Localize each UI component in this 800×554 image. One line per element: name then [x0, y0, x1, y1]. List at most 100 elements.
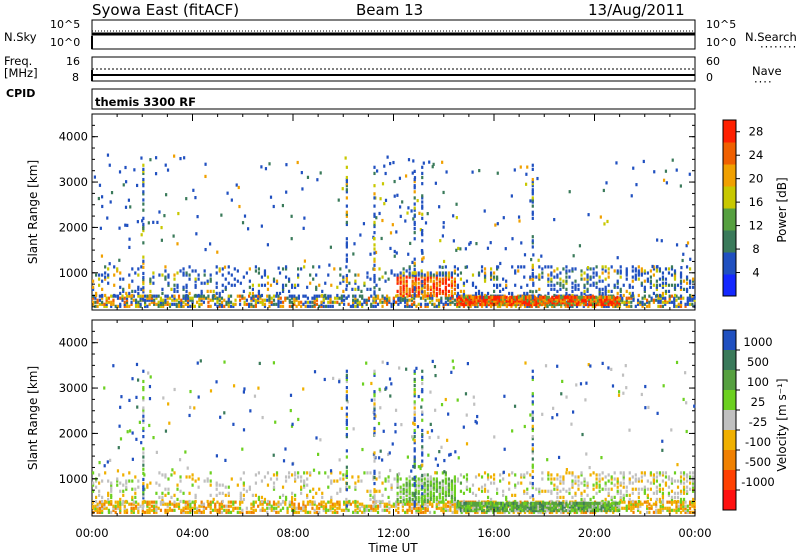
data-cell [475, 503, 478, 507]
data-cell [610, 487, 613, 491]
data-cell [242, 497, 245, 502]
data-cell [462, 491, 466, 495]
data-cell [153, 300, 156, 304]
data-cell [634, 500, 637, 504]
data-cell [388, 506, 391, 510]
data-cell [442, 225, 445, 229]
data-cell [164, 302, 167, 306]
data-cell [495, 508, 498, 513]
data-cell [668, 300, 671, 304]
data-cell [558, 507, 561, 511]
data-cell [318, 510, 321, 514]
data-cell [450, 491, 453, 495]
data-cell [272, 453, 275, 457]
data-cell [612, 508, 616, 513]
data-cell [559, 479, 562, 483]
data-cell [498, 501, 501, 505]
data-cell [345, 237, 348, 241]
data-cell [224, 285, 227, 289]
data-cell [324, 504, 328, 508]
data-cell [641, 502, 644, 506]
data-cell [531, 210, 534, 214]
data-cell [605, 299, 609, 303]
data-cell [421, 251, 424, 255]
data-cell [607, 283, 610, 287]
data-cell [495, 503, 498, 507]
data-cell [429, 491, 432, 495]
y-tick-label: 1000 [59, 266, 88, 280]
data-cell [354, 281, 357, 285]
data-cell [432, 479, 435, 483]
data-cell [150, 500, 153, 504]
data-cell [381, 304, 384, 308]
data-cell [634, 269, 637, 273]
data-cell [622, 477, 625, 481]
data-cell [424, 502, 427, 506]
data-cell [616, 285, 619, 289]
data-cell [512, 508, 515, 513]
data-cell [142, 241, 145, 245]
data-cell [516, 508, 519, 513]
data-cell [673, 296, 676, 300]
data-cell [218, 508, 221, 512]
data-cell [673, 283, 677, 287]
data-cell [155, 506, 158, 510]
data-cell [243, 387, 246, 391]
data-cell [602, 301, 605, 305]
data-cell [509, 301, 512, 305]
data-cell [123, 508, 126, 512]
data-cell [634, 473, 637, 477]
data-cell [556, 499, 559, 504]
data-cell [675, 360, 679, 365]
data-cell [393, 273, 396, 277]
data-cell [345, 243, 348, 247]
data-cell [496, 507, 499, 511]
data-cell [123, 504, 126, 508]
data-cell [438, 487, 441, 491]
data-cell [473, 507, 477, 511]
data-cell [284, 267, 288, 271]
data-cell [510, 505, 514, 509]
data-cell [485, 304, 488, 308]
data-cell [388, 298, 391, 302]
data-cell [227, 485, 230, 489]
data-cell [431, 502, 434, 506]
data-cell [498, 505, 501, 509]
data-cell [134, 506, 138, 510]
data-cell [684, 510, 687, 514]
data-cell [531, 294, 534, 298]
data-cell [685, 479, 689, 483]
data-cell [541, 267, 544, 271]
data-cell [507, 299, 510, 303]
data-cell [216, 300, 219, 304]
data-cell [238, 506, 242, 510]
data-cell [381, 300, 384, 304]
data-cell [402, 271, 405, 275]
data-cell [479, 503, 482, 507]
data-cell [520, 285, 523, 289]
data-cell [415, 304, 418, 308]
data-cell [612, 507, 616, 511]
data-cell [540, 503, 543, 507]
data-cell [422, 506, 425, 510]
data-cell [616, 301, 619, 305]
data-cell [586, 503, 589, 507]
data-cell [182, 300, 185, 304]
data-cell [426, 473, 429, 477]
data-cell [572, 505, 575, 509]
data-cell [588, 302, 591, 307]
data-cell [659, 504, 662, 508]
data-cell [520, 241, 523, 245]
data-cell [242, 483, 245, 487]
data-cell [121, 294, 124, 298]
data-cell [419, 296, 423, 300]
data-cell [432, 279, 435, 283]
data-cell [584, 301, 587, 305]
data-cell [577, 503, 580, 507]
data-cell [429, 479, 432, 483]
data-cell [444, 273, 447, 277]
data-cell [373, 184, 376, 188]
data-cell [444, 506, 447, 510]
data-cell [510, 297, 514, 301]
data-cell [623, 500, 626, 504]
